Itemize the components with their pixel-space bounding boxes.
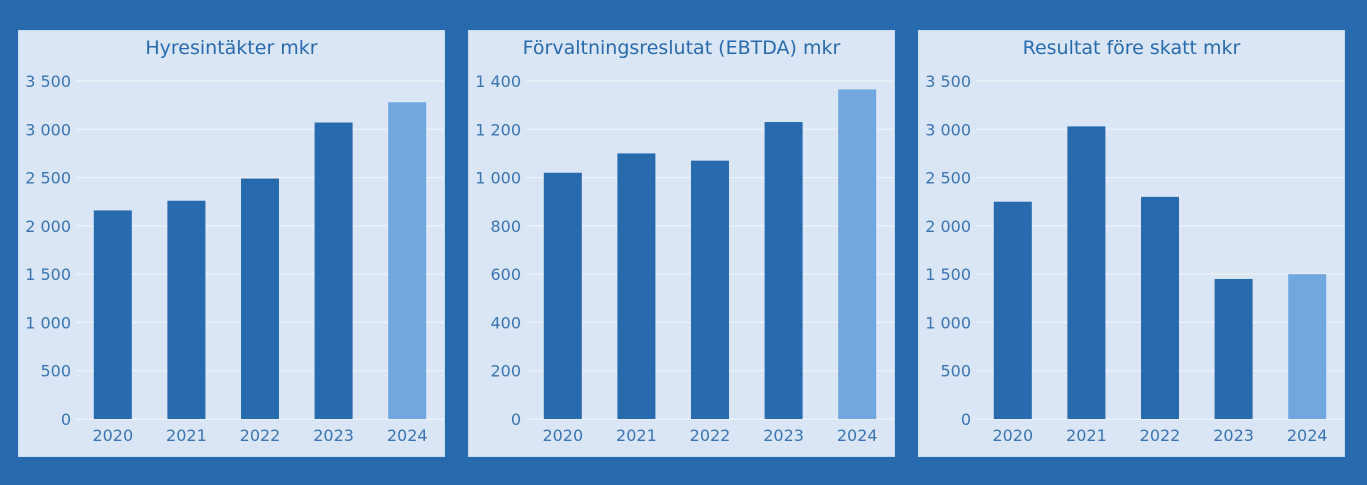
y-tick-label: 600 <box>490 265 521 284</box>
bar-chart: 0 200 400 600 800 1 000 1 200 1 400 2020 2021 2022… <box>475 72 894 445</box>
chart-panel-rental-income: Hyresintäkter mkr 0 500 1 000 1 500 2 000 2 5… <box>18 30 445 457</box>
y-tick-label: 3 000 <box>925 120 971 139</box>
y-tick-label: 1 400 <box>475 72 521 91</box>
y-tick-label: 0 <box>511 410 521 429</box>
x-tick-label: 2024 <box>1287 426 1328 445</box>
bar-2020 <box>93 210 132 419</box>
x-tick-label: 2024 <box>387 426 428 445</box>
y-tick-label: 500 <box>40 362 71 381</box>
y-tick-label: 1 000 <box>25 313 71 332</box>
x-tick-label: 2024 <box>837 426 878 445</box>
bar-2024 <box>1288 274 1327 419</box>
x-tick-label: 2023 <box>313 426 354 445</box>
bar-2024 <box>388 102 427 419</box>
y-tick-label: 2 000 <box>925 217 971 236</box>
y-tick-label: 3 000 <box>25 120 71 139</box>
y-tick-label: 1 500 <box>925 265 971 284</box>
y-tick-label: 2 500 <box>925 169 971 188</box>
bar-2022 <box>1141 196 1179 419</box>
bar-2022 <box>691 160 729 419</box>
x-tick-label: 2023 <box>763 426 804 445</box>
x-tick-label: 2021 <box>166 426 207 445</box>
y-tick-label: 200 <box>490 362 521 381</box>
x-tick-label: 2020 <box>992 426 1033 445</box>
y-tick-label: 2 000 <box>25 217 71 236</box>
chart-title: Resultat före skatt mkr <box>1022 37 1241 59</box>
bar-2020 <box>993 201 1032 419</box>
bar-chart: 0 500 1 000 1 500 2 000 2 500 3 000 3 500 2020 20… <box>25 72 444 445</box>
bar-2023 <box>764 122 803 420</box>
y-tick-label: 1 000 <box>925 313 971 332</box>
chart-title: Hyresintäkter mkr <box>145 37 318 59</box>
bar-2021 <box>167 200 206 419</box>
x-tick-label: 2021 <box>616 426 657 445</box>
chart-title: Förvaltningsreslutat (EBTDA) mkr <box>522 37 841 59</box>
bar-2021 <box>1067 126 1106 419</box>
bar-2021 <box>617 153 656 419</box>
bar-2023 <box>1214 278 1253 419</box>
x-tick-label: 2020 <box>542 426 583 445</box>
bar-2024 <box>838 89 877 419</box>
bar-2022 <box>241 178 279 419</box>
bar-chart: 0 500 1 000 1 500 2 000 2 500 3 000 3 500 2020 20… <box>925 72 1344 445</box>
bar-2020 <box>543 172 582 419</box>
y-tick-label: 0 <box>61 410 71 429</box>
x-tick-label: 2021 <box>1066 426 1107 445</box>
y-tick-label: 1 200 <box>475 120 521 139</box>
y-tick-label: 400 <box>490 313 521 332</box>
y-tick-label: 1 500 <box>25 265 71 284</box>
x-tick-label: 2022 <box>240 426 281 445</box>
y-tick-label: 0 <box>961 410 971 429</box>
y-tick-label: 3 500 <box>25 72 71 91</box>
y-tick-label: 1 000 <box>475 169 521 188</box>
x-tick-label: 2022 <box>690 426 731 445</box>
chart-panel-profit-before-tax: Resultat före skatt mkr 0 500 1 000 1 500 2 … <box>918 30 1345 457</box>
y-tick-label: 2 500 <box>25 169 71 188</box>
x-tick-label: 2020 <box>92 426 133 445</box>
y-tick-label: 3 500 <box>925 72 971 91</box>
x-tick-label: 2022 <box>1140 426 1181 445</box>
chart-panel-operating-result: Förvaltningsreslutat (EBTDA) mkr 0 200 400… <box>468 30 895 457</box>
x-tick-label: 2023 <box>1213 426 1254 445</box>
y-tick-label: 500 <box>940 362 971 381</box>
y-tick-label: 800 <box>490 217 521 236</box>
bar-2023 <box>314 122 353 420</box>
